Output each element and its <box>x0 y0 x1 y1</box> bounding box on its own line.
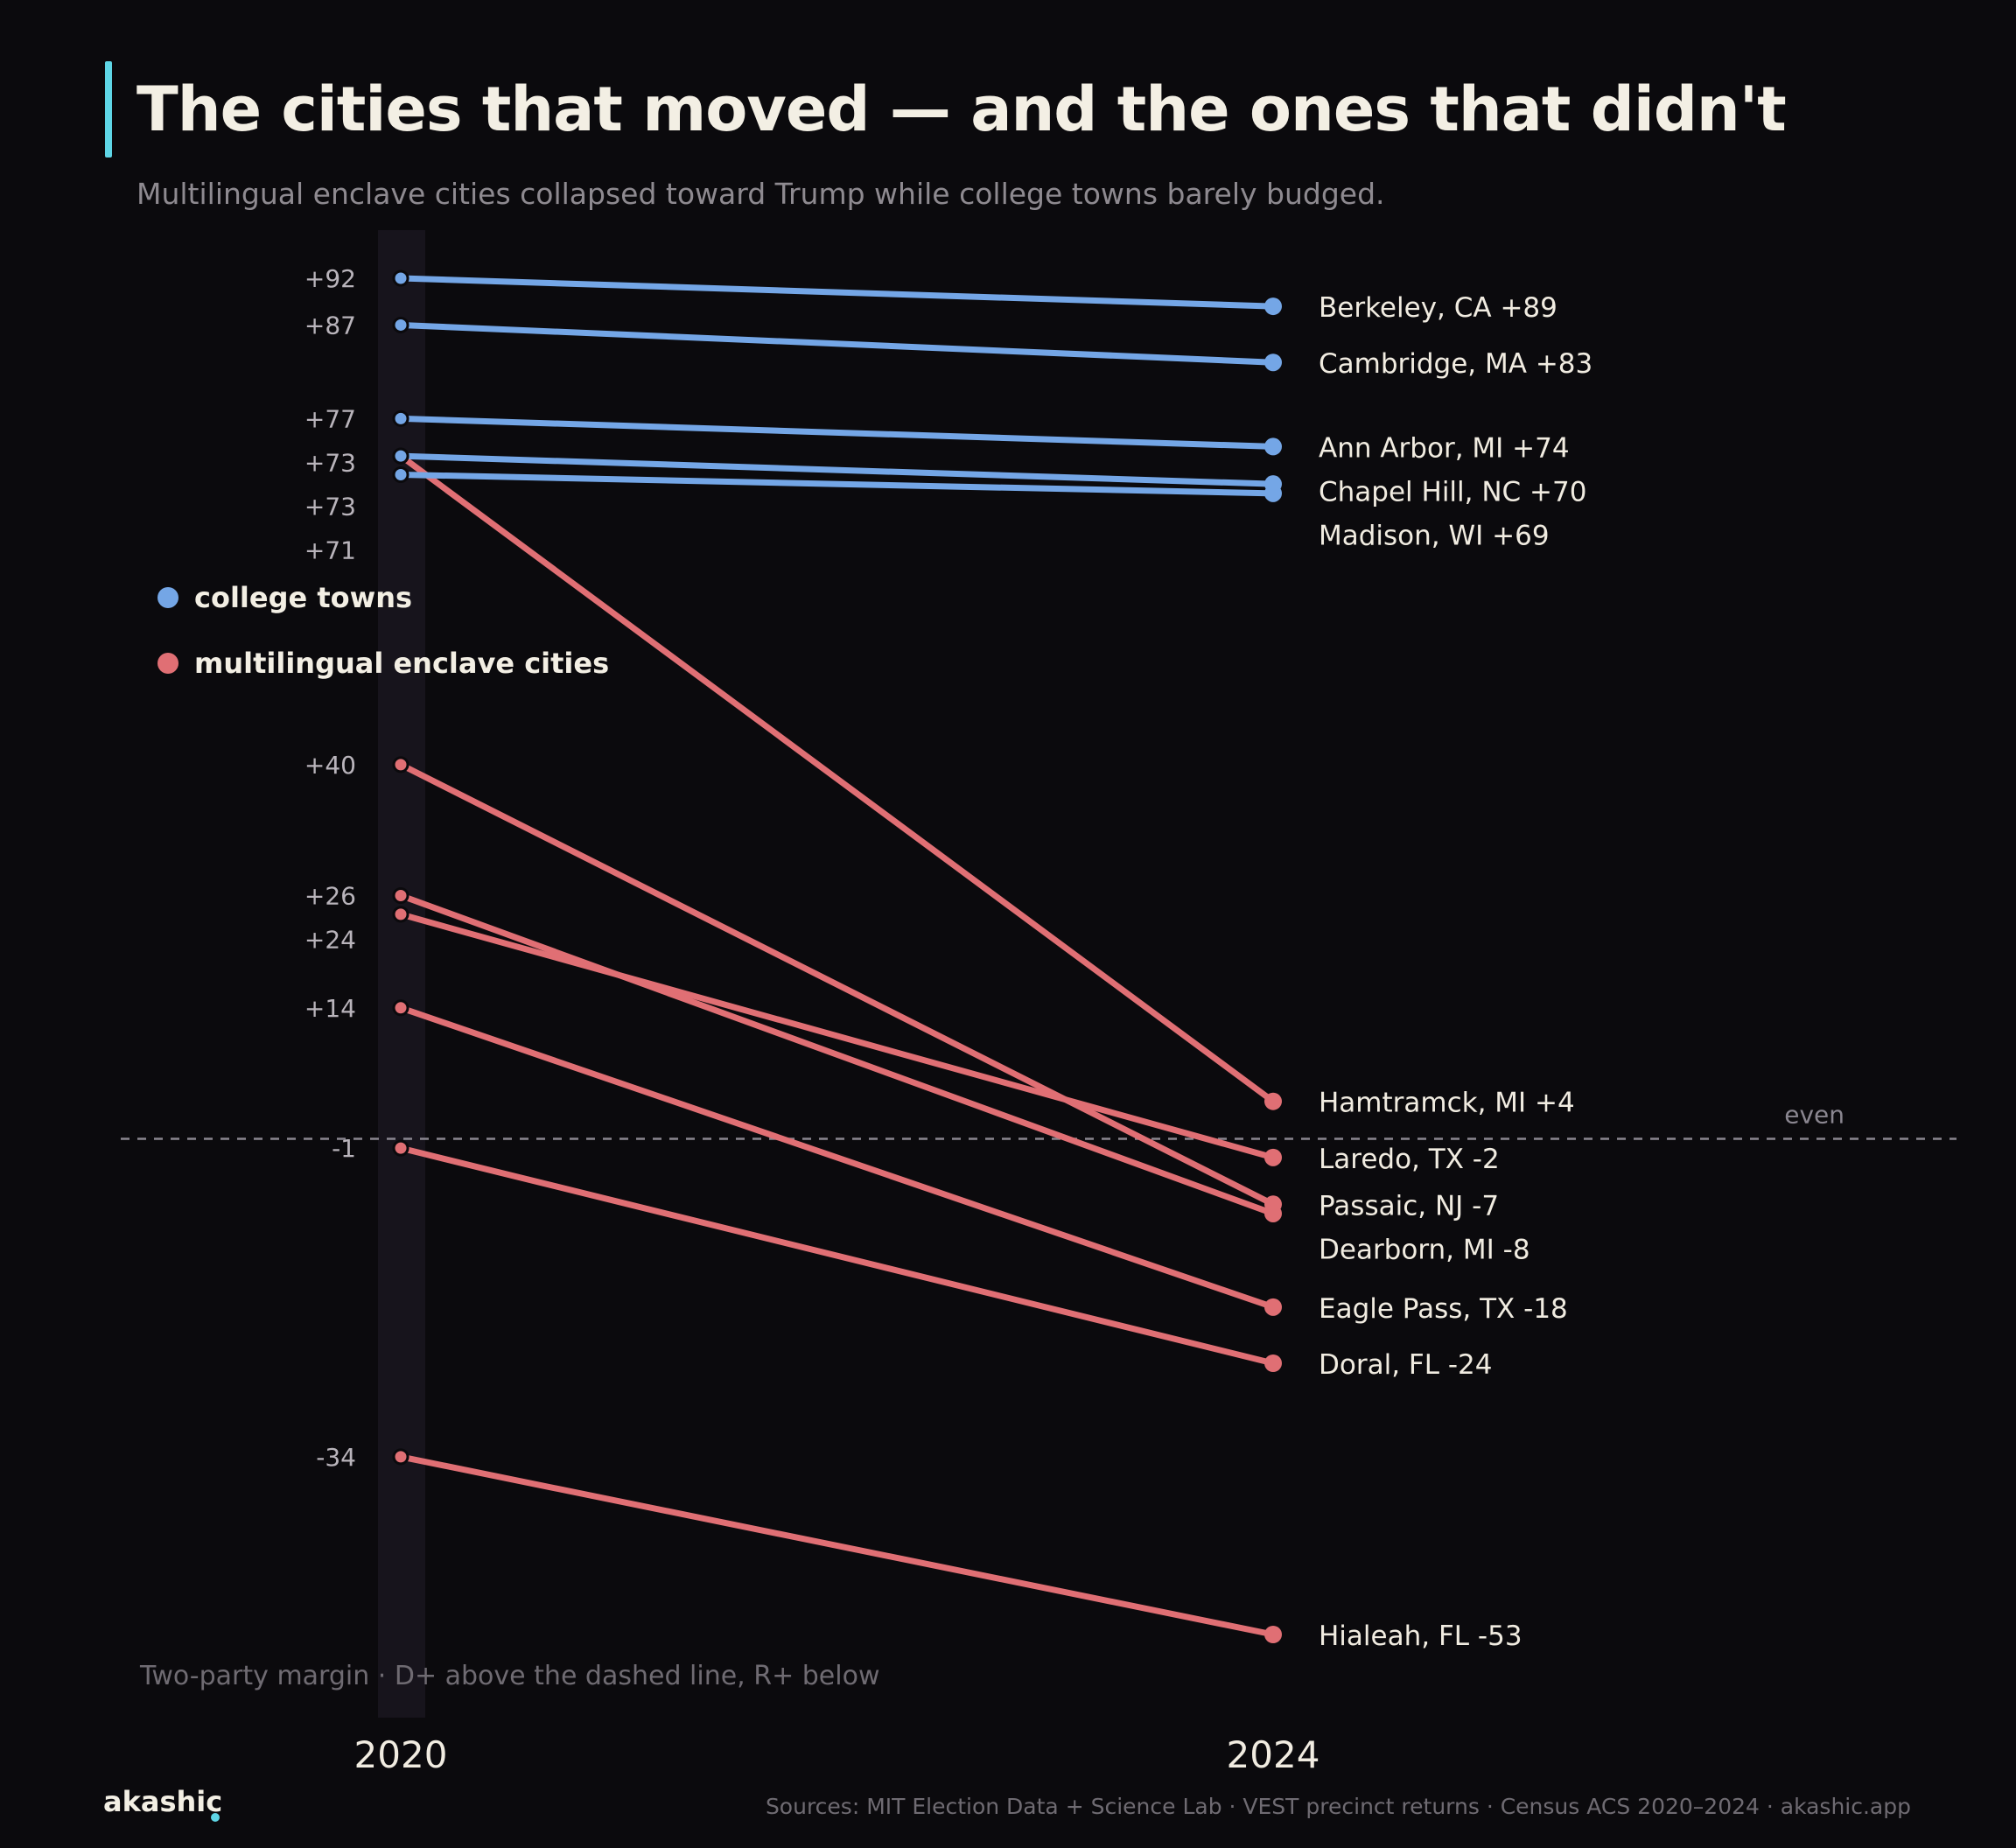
point-2020-ann-arbor-mi <box>392 410 410 427</box>
series-line-laredo-tx <box>397 911 1277 1161</box>
series-line-ann-arbor-mi <box>397 415 1277 450</box>
series-line-hialeah-fl <box>397 1453 1277 1638</box>
point-2020-laredo-tx <box>392 906 410 923</box>
end-label-laredo-tx: Laredo, TX -2 <box>1319 1144 1500 1175</box>
start-value-label: +14 <box>304 994 356 1023</box>
point-2024-laredo-tx <box>1264 1148 1282 1166</box>
point-2020-passaic-nj <box>392 756 410 774</box>
x-axis-label-2020: 2020 <box>354 1733 448 1776</box>
point-2020-berkeley-ca <box>392 270 410 287</box>
start-value-label: +77 <box>304 404 356 433</box>
end-label-dearborn-mi: Dearborn, MI -8 <box>1319 1234 1530 1265</box>
even-label: even <box>1784 1100 1844 1129</box>
series-line-passaic-nj <box>397 761 1277 1208</box>
sources-note: Sources: MIT Election Data + Science Lab… <box>765 1794 1911 1819</box>
series-line-chapel-hill-nc <box>397 452 1277 487</box>
legend-label: college towns <box>194 581 412 614</box>
end-label-chapel-hill-nc: Chapel Hill, NC +70 <box>1319 476 1586 508</box>
page-subtitle: Multilingual enclave cities collapsed to… <box>136 177 1385 211</box>
start-value-label: +87 <box>304 311 356 340</box>
series-line-dearborn-mi <box>397 892 1277 1217</box>
start-value-label: +92 <box>304 264 356 293</box>
start-value-label: +73 <box>304 492 356 521</box>
start-value-label: -34 <box>316 1443 356 1472</box>
axis-note: Two-party margin · D+ above the dashed l… <box>140 1661 880 1691</box>
series-line-cambridge-ma <box>397 321 1277 366</box>
point-2020-dearborn-mi <box>392 887 410 905</box>
title-accent-bar <box>105 61 112 158</box>
point-2024-hialeah-fl <box>1264 1626 1282 1643</box>
start-value-label: +24 <box>304 926 356 955</box>
start-value-label: +73 <box>304 448 356 477</box>
series-line-doral-fl <box>397 1144 1277 1367</box>
point-2024-dearborn-mi <box>1264 1204 1282 1222</box>
point-2020-madison-wi <box>392 466 410 483</box>
start-value-label: -1 <box>332 1134 356 1163</box>
series-line-eagle-pass-tx <box>397 1004 1277 1311</box>
brand-dot <box>211 1813 220 1822</box>
start-value-label: +40 <box>304 751 356 780</box>
end-label-berkeley-ca: Berkeley, CA +89 <box>1319 292 1558 324</box>
end-label-cambridge-ma: Cambridge, MA +83 <box>1319 348 1592 380</box>
point-2020-chapel-hill-nc <box>392 447 410 465</box>
end-label-passaic-nj: Passaic, NJ -7 <box>1319 1190 1499 1222</box>
point-2024-cambridge-ma <box>1264 354 1282 372</box>
end-label-eagle-pass-tx: Eagle Pass, TX -18 <box>1319 1293 1568 1325</box>
point-2024-ann-arbor-mi <box>1264 438 1282 456</box>
point-2024-doral-fl <box>1264 1354 1282 1372</box>
series-line-berkeley-ca <box>397 275 1277 310</box>
point-2024-berkeley-ca <box>1264 298 1282 316</box>
point-2020-hialeah-fl <box>392 1448 410 1466</box>
legend-swatch <box>158 587 178 608</box>
brand-logo: akashic <box>103 1785 223 1818</box>
series-line-hamtramck-mi <box>397 452 1277 1105</box>
point-2024-madison-wi <box>1264 484 1282 502</box>
point-2020-cambridge-ma <box>392 316 410 333</box>
end-label-ann-arbor-mi: Ann Arbor, MI +74 <box>1319 432 1570 464</box>
end-label-hamtramck-mi: Hamtramck, MI +4 <box>1319 1088 1575 1119</box>
end-label-hialeah-fl: Hialeah, FL -53 <box>1319 1620 1522 1652</box>
point-2020-eagle-pass-tx <box>392 999 410 1017</box>
series-line-madison-wi <box>397 471 1277 497</box>
point-2020-doral-fl <box>392 1139 410 1157</box>
legend-label: multilingual enclave cities <box>194 647 609 680</box>
point-2024-eagle-pass-tx <box>1264 1298 1282 1316</box>
legend-swatch <box>158 653 178 674</box>
page-title: The cities that moved — and the ones tha… <box>136 74 1787 145</box>
point-2024-hamtramck-mi <box>1264 1092 1282 1110</box>
end-label-madison-wi: Madison, WI +69 <box>1319 520 1550 551</box>
x-axis-label-2024: 2024 <box>1227 1733 1320 1776</box>
start-value-label: +71 <box>304 536 356 564</box>
start-value-label: +26 <box>304 882 356 911</box>
end-label-doral-fl: Doral, FL -24 <box>1319 1349 1493 1381</box>
